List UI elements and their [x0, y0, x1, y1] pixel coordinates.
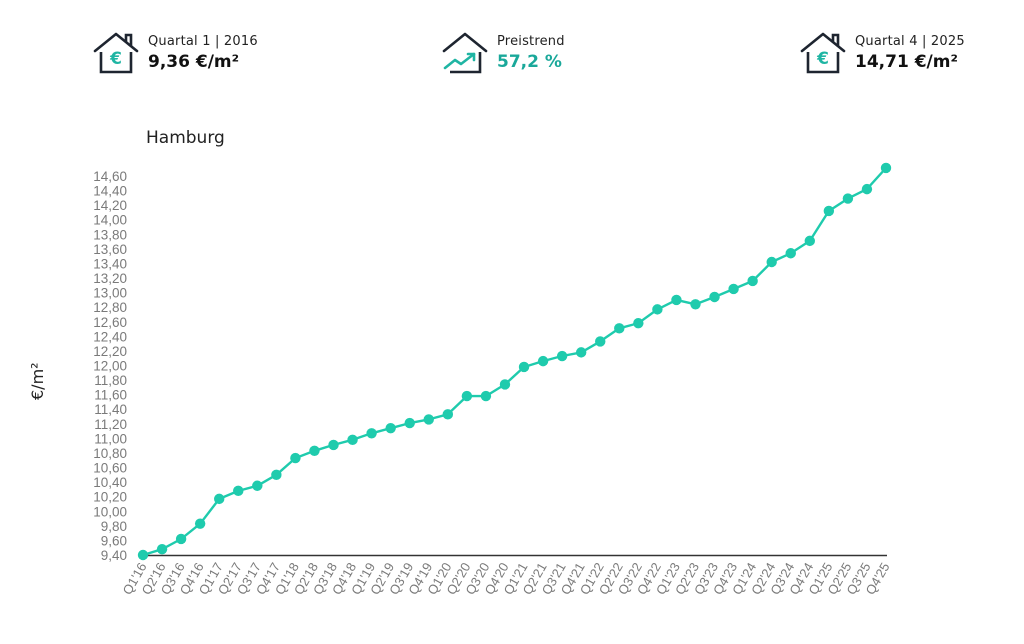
series-points — [137, 162, 892, 561]
data-point[interactable] — [785, 248, 796, 259]
data-point[interactable] — [671, 294, 682, 306]
y-axis-ticks: 9,409,609,8010,0010,2010,4010,6010,8011,… — [93, 169, 127, 563]
data-point[interactable] — [290, 452, 301, 464]
y-tick-label: 13,80 — [93, 227, 127, 242]
y-tick-label: 11,80 — [94, 373, 127, 388]
kpi-end-price: € Quartal 4 | 2025 14,71 €/m² — [799, 30, 965, 76]
kpi-value: 14,71 €/m² — [855, 52, 958, 72]
data-point[interactable] — [575, 347, 587, 358]
y-tick-label: 11,40 — [94, 402, 127, 417]
data-point[interactable] — [271, 469, 282, 481]
kpi-label: Preistrend — [497, 34, 565, 49]
data-point[interactable] — [404, 417, 415, 429]
y-tick-label: 14,60 — [93, 169, 127, 184]
data-point[interactable] — [366, 428, 377, 439]
data-point[interactable] — [194, 518, 206, 529]
y-tick-label: 14,40 — [93, 184, 127, 199]
y-tick-label: 9,40 — [101, 548, 127, 563]
data-point[interactable] — [252, 480, 263, 491]
house-trend-icon — [442, 32, 488, 74]
series-line — [142, 167, 887, 557]
y-tick-label: 12,20 — [93, 344, 127, 359]
kpi-label: Quartal 1 | 2016 — [148, 34, 258, 49]
data-point[interactable] — [880, 162, 892, 174]
data-point[interactable] — [175, 533, 187, 545]
y-tick-label: 10,40 — [93, 475, 127, 490]
data-point[interactable] — [633, 318, 644, 329]
svg-text:€: € — [816, 49, 829, 69]
data-point[interactable] — [595, 336, 606, 347]
data-point[interactable] — [156, 543, 168, 555]
y-tick-label: 13,00 — [93, 286, 127, 301]
y-tick-label: 13,20 — [93, 271, 127, 286]
y-tick-label: 11,60 — [94, 388, 127, 403]
y-tick-label: 12,00 — [93, 359, 127, 374]
data-point[interactable] — [766, 256, 777, 268]
data-point[interactable] — [652, 304, 663, 315]
y-tick-label: 10,80 — [93, 446, 127, 461]
kpi-price-trend: Preistrend 57,2 % — [441, 30, 565, 76]
svg-text:€: € — [109, 49, 122, 69]
data-point[interactable] — [842, 193, 854, 204]
house-euro-icon: € — [93, 32, 139, 74]
data-point[interactable] — [690, 299, 701, 310]
data-point[interactable] — [804, 235, 815, 247]
data-point[interactable] — [747, 275, 758, 287]
y-tick-label: 13,60 — [93, 242, 127, 257]
y-tick-label: 12,80 — [93, 300, 127, 315]
data-point[interactable] — [442, 409, 454, 420]
data-point[interactable] — [461, 390, 473, 402]
kpi-value: 57,2 % — [497, 52, 562, 72]
y-tick-label: 10,60 — [93, 461, 127, 476]
data-point[interactable] — [347, 434, 358, 446]
data-point[interactable] — [823, 205, 835, 217]
data-point[interactable] — [728, 283, 739, 295]
data-point[interactable] — [480, 390, 492, 402]
data-point[interactable] — [423, 414, 434, 425]
data-point[interactable] — [518, 361, 530, 373]
y-tick-label: 12,40 — [93, 329, 127, 344]
chart-title: Hamburg — [146, 128, 225, 148]
data-point[interactable] — [499, 379, 511, 390]
data-point[interactable] — [385, 422, 396, 434]
data-point[interactable] — [861, 183, 873, 195]
house-euro-icon: € — [800, 32, 846, 74]
data-point[interactable] — [137, 549, 149, 561]
kpi-value: 9,36 €/m² — [148, 52, 240, 72]
y-tick-label: 14,00 — [93, 213, 127, 228]
data-point[interactable] — [309, 445, 320, 456]
data-point[interactable] — [556, 350, 568, 362]
y-tick-label: 10,20 — [93, 490, 127, 505]
y-tick-label: 13,40 — [93, 256, 127, 271]
kpi-label: Quartal 4 | 2025 — [855, 34, 965, 49]
y-tick-label: 10,00 — [93, 504, 127, 519]
y-tick-label: 14,20 — [93, 198, 127, 213]
data-point[interactable] — [214, 493, 225, 505]
x-axis-ticks: Q1'16Q2'16Q3'16Q4'16Q1'17Q2'17Q3'17Q4'17… — [119, 560, 892, 597]
data-point[interactable] — [614, 323, 625, 334]
y-tick-label: 9,60 — [101, 533, 127, 548]
data-point[interactable] — [328, 439, 339, 451]
y-tick-label: 9,80 — [101, 519, 127, 534]
y-tick-label: 12,60 — [93, 315, 127, 330]
y-tick-label: 11,20 — [94, 417, 127, 432]
kpi-start-price: € Quartal 1 | 2016 9,36 €/m² — [92, 30, 258, 76]
data-point[interactable] — [709, 291, 720, 303]
data-point[interactable] — [537, 355, 549, 367]
y-tick-label: 11,00 — [94, 431, 127, 446]
data-point[interactable] — [233, 485, 244, 497]
